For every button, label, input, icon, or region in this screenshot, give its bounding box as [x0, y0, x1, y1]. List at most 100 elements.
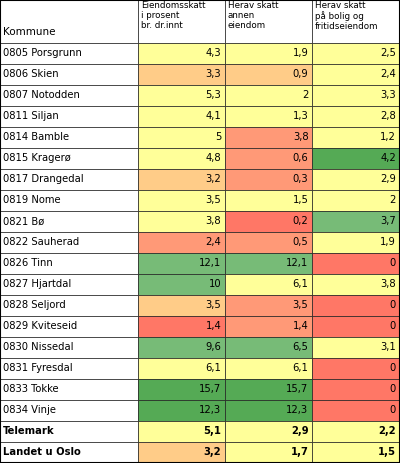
FancyBboxPatch shape: [225, 148, 312, 169]
Text: 6,5: 6,5: [292, 343, 308, 352]
FancyBboxPatch shape: [225, 106, 312, 127]
FancyBboxPatch shape: [312, 295, 400, 316]
FancyBboxPatch shape: [0, 400, 138, 421]
FancyBboxPatch shape: [312, 379, 400, 400]
Text: 12,1: 12,1: [286, 258, 308, 268]
Text: 2,9: 2,9: [380, 174, 396, 184]
Text: 12,3: 12,3: [286, 406, 308, 415]
Text: 0,3: 0,3: [293, 174, 308, 184]
FancyBboxPatch shape: [225, 337, 312, 358]
FancyBboxPatch shape: [0, 63, 138, 85]
Text: 10: 10: [208, 279, 221, 289]
Text: Herav skatt
annen
eiendom: Herav skatt annen eiendom: [228, 1, 278, 31]
FancyBboxPatch shape: [0, 127, 138, 148]
FancyBboxPatch shape: [138, 379, 225, 400]
Text: 1,2: 1,2: [380, 132, 396, 142]
Text: 2,9: 2,9: [291, 426, 308, 437]
Text: 4,8: 4,8: [206, 153, 221, 163]
Text: 3,3: 3,3: [380, 90, 396, 100]
FancyBboxPatch shape: [138, 63, 225, 85]
FancyBboxPatch shape: [138, 148, 225, 169]
Text: 0: 0: [390, 406, 396, 415]
Text: 2,4: 2,4: [380, 69, 396, 79]
FancyBboxPatch shape: [0, 337, 138, 358]
FancyBboxPatch shape: [138, 85, 225, 106]
FancyBboxPatch shape: [225, 190, 312, 211]
FancyBboxPatch shape: [0, 232, 138, 253]
FancyBboxPatch shape: [225, 85, 312, 106]
Text: 0822 Sauherad: 0822 Sauherad: [3, 238, 80, 247]
Text: 3,5: 3,5: [293, 300, 308, 310]
FancyBboxPatch shape: [0, 43, 138, 63]
FancyBboxPatch shape: [225, 316, 312, 337]
FancyBboxPatch shape: [138, 232, 225, 253]
FancyBboxPatch shape: [0, 379, 138, 400]
Text: 0: 0: [390, 363, 396, 373]
Text: 1,3: 1,3: [293, 111, 308, 121]
Text: Landet u Oslo: Landet u Oslo: [3, 448, 81, 457]
FancyBboxPatch shape: [312, 85, 400, 106]
Text: 0828 Seljord: 0828 Seljord: [3, 300, 66, 310]
FancyBboxPatch shape: [0, 274, 138, 295]
Text: 0,2: 0,2: [293, 216, 308, 226]
Text: 4,3: 4,3: [206, 48, 221, 58]
Text: 0,6: 0,6: [293, 153, 308, 163]
FancyBboxPatch shape: [138, 421, 225, 442]
Text: 15,7: 15,7: [286, 384, 308, 394]
FancyBboxPatch shape: [0, 295, 138, 316]
Text: 9,6: 9,6: [205, 343, 221, 352]
FancyBboxPatch shape: [225, 43, 312, 63]
Text: 0811 Siljan: 0811 Siljan: [3, 111, 59, 121]
FancyBboxPatch shape: [0, 253, 138, 274]
Text: 2: 2: [390, 195, 396, 205]
Text: 12,3: 12,3: [199, 406, 221, 415]
Text: 0815 Kragerø: 0815 Kragerø: [3, 153, 71, 163]
Text: 6,1: 6,1: [292, 279, 308, 289]
FancyBboxPatch shape: [225, 442, 312, 463]
Text: 0830 Nissedal: 0830 Nissedal: [3, 343, 74, 352]
Text: 0819 Nome: 0819 Nome: [3, 195, 61, 205]
FancyBboxPatch shape: [225, 211, 312, 232]
Text: 2,5: 2,5: [380, 48, 396, 58]
Text: 0806 Skien: 0806 Skien: [3, 69, 59, 79]
FancyBboxPatch shape: [138, 43, 225, 63]
Text: 0821 Bø: 0821 Bø: [3, 216, 44, 226]
Text: 3,3: 3,3: [206, 69, 221, 79]
FancyBboxPatch shape: [312, 400, 400, 421]
Text: 0,5: 0,5: [293, 238, 308, 247]
FancyBboxPatch shape: [312, 190, 400, 211]
FancyBboxPatch shape: [312, 337, 400, 358]
FancyBboxPatch shape: [138, 169, 225, 190]
FancyBboxPatch shape: [138, 295, 225, 316]
FancyBboxPatch shape: [138, 190, 225, 211]
FancyBboxPatch shape: [138, 0, 225, 43]
FancyBboxPatch shape: [225, 0, 312, 43]
Text: 5,1: 5,1: [203, 426, 221, 437]
FancyBboxPatch shape: [225, 127, 312, 148]
Text: 0805 Porsgrunn: 0805 Porsgrunn: [3, 48, 82, 58]
FancyBboxPatch shape: [0, 358, 138, 379]
FancyBboxPatch shape: [0, 421, 138, 442]
FancyBboxPatch shape: [225, 421, 312, 442]
Text: 5: 5: [215, 132, 221, 142]
Text: 0: 0: [390, 258, 396, 268]
FancyBboxPatch shape: [225, 379, 312, 400]
FancyBboxPatch shape: [312, 0, 400, 43]
Text: 6,1: 6,1: [292, 363, 308, 373]
Text: 2: 2: [302, 90, 308, 100]
Text: 3,7: 3,7: [380, 216, 396, 226]
FancyBboxPatch shape: [312, 274, 400, 295]
Text: 12,1: 12,1: [199, 258, 221, 268]
Text: 2,8: 2,8: [380, 111, 396, 121]
FancyBboxPatch shape: [225, 400, 312, 421]
Text: 1,9: 1,9: [292, 48, 308, 58]
FancyBboxPatch shape: [138, 400, 225, 421]
Text: 2,2: 2,2: [378, 426, 396, 437]
FancyBboxPatch shape: [225, 358, 312, 379]
FancyBboxPatch shape: [312, 232, 400, 253]
FancyBboxPatch shape: [225, 274, 312, 295]
FancyBboxPatch shape: [138, 274, 225, 295]
FancyBboxPatch shape: [312, 169, 400, 190]
Text: 3,5: 3,5: [206, 300, 221, 310]
FancyBboxPatch shape: [225, 232, 312, 253]
